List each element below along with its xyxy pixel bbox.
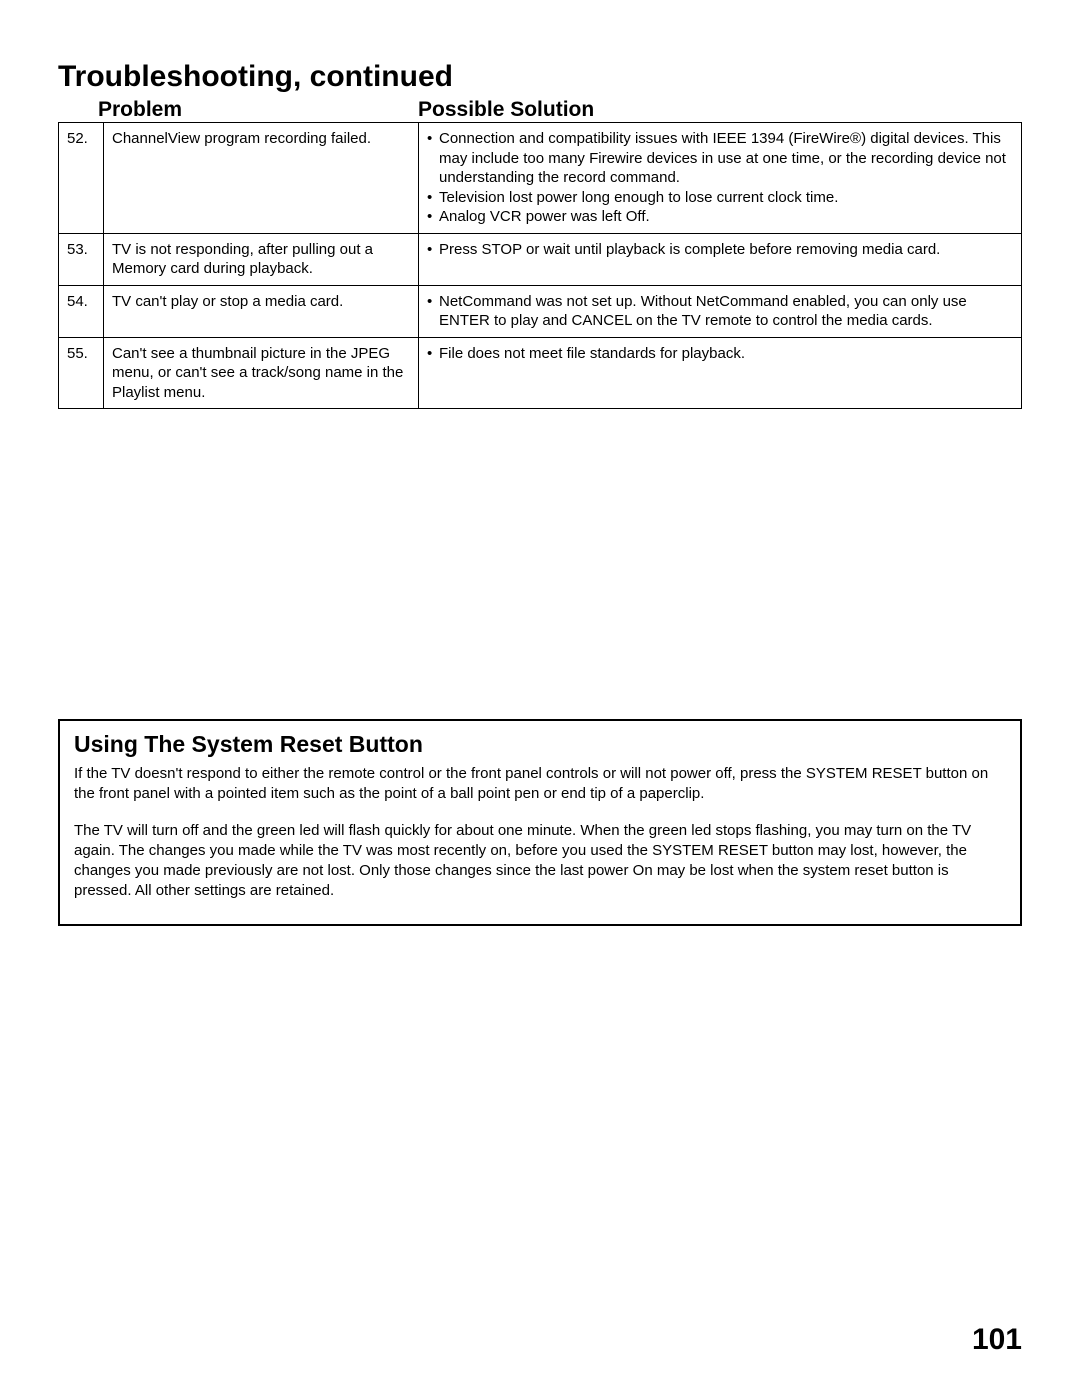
solution-cell: File does not meet file standards for pl… xyxy=(419,337,1022,409)
row-number: 53. xyxy=(59,233,104,285)
solution-cell: Connection and compatibility issues with… xyxy=(419,123,1022,234)
problem-cell: TV can't play or stop a media card. xyxy=(104,285,419,337)
row-number: 55. xyxy=(59,337,104,409)
system-reset-paragraph: The TV will turn off and the green led w… xyxy=(74,821,1006,902)
column-header-problem: Problem xyxy=(98,98,418,122)
solution-item: File does not meet file standards for pl… xyxy=(427,344,1013,364)
system-reset-box: Using The System Reset Button If the TV … xyxy=(58,719,1022,926)
problem-cell: TV is not responding, after pulling out … xyxy=(104,233,419,285)
table-row: 54.TV can't play or stop a media card.Ne… xyxy=(59,285,1022,337)
solution-item: Television lost power long enough to los… xyxy=(427,188,1013,208)
solution-item: Analog VCR power was left Off. xyxy=(427,207,1013,227)
solution-item: Connection and compatibility issues with… xyxy=(427,129,1013,188)
row-number: 54. xyxy=(59,285,104,337)
problem-cell: Can't see a thumbnail picture in the JPE… xyxy=(104,337,419,409)
solution-cell: Press STOP or wait until playback is com… xyxy=(419,233,1022,285)
table-row: 53.TV is not responding, after pulling o… xyxy=(59,233,1022,285)
row-number: 52. xyxy=(59,123,104,234)
solution-cell: NetCommand was not set up. Without NetCo… xyxy=(419,285,1022,337)
table-column-headers: Problem Possible Solution xyxy=(58,98,1022,122)
system-reset-title: Using The System Reset Button xyxy=(74,731,1006,758)
solution-item: NetCommand was not set up. Without NetCo… xyxy=(427,292,1013,331)
table-row: 52.ChannelView program recording failed.… xyxy=(59,123,1022,234)
troubleshooting-table: 52.ChannelView program recording failed.… xyxy=(58,122,1022,409)
problem-cell: ChannelView program recording failed. xyxy=(104,123,419,234)
table-row: 55.Can't see a thumbnail picture in the … xyxy=(59,337,1022,409)
system-reset-paragraph: If the TV doesn't respond to either the … xyxy=(74,764,1006,805)
solution-item: Press STOP or wait until playback is com… xyxy=(427,240,1013,260)
column-header-solution: Possible Solution xyxy=(418,98,1022,122)
page-title: Troubleshooting, continued xyxy=(58,60,1022,94)
page-number: 101 xyxy=(972,1323,1022,1357)
